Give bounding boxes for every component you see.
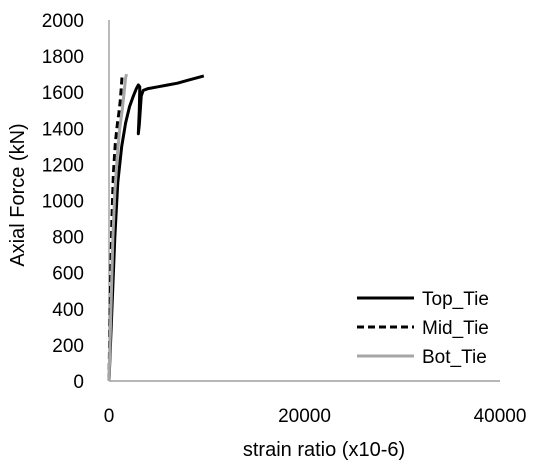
y-tick-label: 1200 <box>42 155 84 176</box>
legend-label-bot-tie: Bot_Tie <box>422 347 487 368</box>
y-tick-label: 600 <box>52 264 84 285</box>
x-tick-label: 0 <box>104 406 115 427</box>
y-tick-label: 400 <box>52 300 84 321</box>
x-tick-label: 40000 <box>474 406 527 427</box>
y-axis-label: Axial Force (kN) <box>7 123 29 266</box>
y-tick-label: 800 <box>52 228 84 249</box>
x-tick-label: 20000 <box>278 406 331 427</box>
series <box>107 73 205 382</box>
y-tick-label: 1400 <box>42 119 84 140</box>
legend-label-mid-tie: Mid_Tie <box>422 318 489 339</box>
legend-label-top-tie: Top_Tie <box>422 289 489 310</box>
series-line-top-tie <box>107 74 205 382</box>
y-tick-label: 1600 <box>42 83 84 104</box>
y-tick-label: 1000 <box>42 192 84 213</box>
series-line-bot-tie <box>107 73 129 382</box>
legend: Top_Tie Mid_Tie Bot_Tie <box>357 289 489 368</box>
y-tick-label: 200 <box>52 336 84 357</box>
x-axis-label: strain ratio (x10-6) <box>243 439 405 461</box>
y-tick-label: 0 <box>73 372 84 393</box>
y-tick-label: 2000 <box>42 11 84 32</box>
y-tick-label: 1800 <box>42 47 84 68</box>
